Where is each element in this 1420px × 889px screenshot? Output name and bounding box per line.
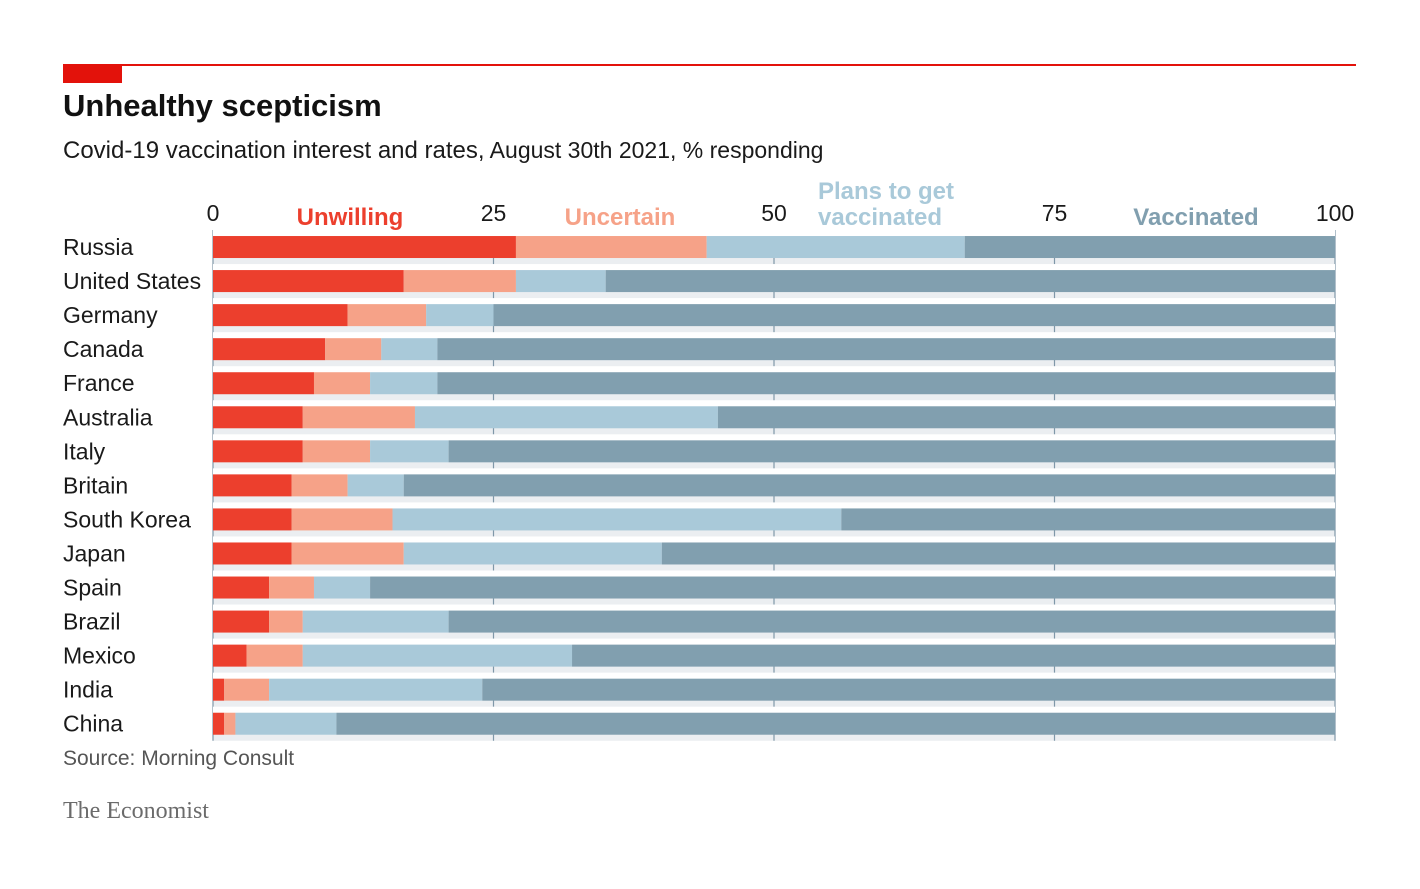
bar-china-vaccinated bbox=[336, 712, 1335, 735]
bar-united-states-plans bbox=[515, 270, 606, 293]
bar-india-uncertain bbox=[224, 678, 270, 701]
top-rule bbox=[63, 64, 1356, 66]
publisher-logo: The Economist bbox=[63, 798, 209, 824]
x-tick-label-50: 50 bbox=[761, 200, 787, 226]
x-tick-label-75: 75 bbox=[1042, 200, 1068, 226]
x-tick-label-100: 100 bbox=[1316, 200, 1354, 226]
bar-germany-plans bbox=[426, 304, 494, 327]
bar-spain-vaccinated bbox=[370, 576, 1336, 599]
bar-mexico-uncertain bbox=[246, 644, 303, 667]
bar-spain-unwilling bbox=[213, 576, 270, 599]
category-label-spain: Spain bbox=[63, 575, 122, 601]
bar-japan-uncertain bbox=[291, 542, 404, 565]
chart-title: Unhealthy scepticism bbox=[63, 88, 382, 123]
bar-italy-unwilling bbox=[213, 440, 303, 463]
bar-united-states-vaccinated bbox=[605, 270, 1335, 293]
bar-brazil-uncertain bbox=[269, 610, 303, 633]
bar-britain-vaccinated bbox=[403, 474, 1335, 497]
category-label-china: China bbox=[63, 711, 123, 737]
bar-japan-vaccinated bbox=[661, 542, 1335, 565]
bar-canada-unwilling bbox=[213, 338, 326, 361]
bar-russia-plans bbox=[706, 236, 965, 259]
category-label-canada: Canada bbox=[63, 336, 144, 362]
bar-brazil-unwilling bbox=[213, 610, 270, 633]
bar-canada-plans bbox=[381, 338, 438, 361]
bar-china-unwilling bbox=[213, 712, 225, 735]
bar-india-plans bbox=[269, 678, 483, 701]
bar-canada-vaccinated bbox=[437, 338, 1335, 361]
bar-russia-uncertain bbox=[515, 236, 707, 259]
bar-mexico-vaccinated bbox=[572, 644, 1335, 667]
bar-canada-uncertain bbox=[325, 338, 382, 361]
bar-australia-uncertain bbox=[302, 406, 415, 429]
bar-south-korea-uncertain bbox=[291, 508, 393, 531]
legend-label-unwilling: Unwilling bbox=[297, 204, 404, 231]
legend-label-plans-line2: vaccinated bbox=[818, 204, 942, 231]
category-label-britain: Britain bbox=[63, 472, 128, 498]
bar-france-vaccinated bbox=[437, 372, 1335, 395]
bar-australia-vaccinated bbox=[717, 406, 1335, 429]
category-label-france: France bbox=[63, 370, 135, 396]
bar-japan-unwilling bbox=[213, 542, 292, 565]
bar-mexico-unwilling bbox=[213, 644, 247, 667]
legend-label-vaccinated: Vaccinated bbox=[1133, 204, 1258, 231]
category-label-india: India bbox=[63, 677, 113, 703]
bar-russia-unwilling bbox=[213, 236, 516, 259]
bar-britain-unwilling bbox=[213, 474, 292, 497]
bar-south-korea-vaccinated bbox=[841, 508, 1335, 531]
bar-germany-uncertain bbox=[347, 304, 427, 327]
bar-south-korea-plans bbox=[392, 508, 842, 531]
chart-subtitle: Covid-19 vaccination interest and rates,… bbox=[63, 137, 823, 165]
category-label-south-korea: South Korea bbox=[63, 506, 191, 532]
bar-britain-uncertain bbox=[291, 474, 348, 497]
brand-tag-block bbox=[63, 64, 122, 83]
bar-mexico-plans bbox=[302, 644, 573, 667]
bar-india-vaccinated bbox=[482, 678, 1335, 701]
legend-label-plans-line1: Plans to get bbox=[818, 178, 954, 205]
source-note: Source: Morning Consult bbox=[63, 747, 295, 770]
bar-brazil-plans bbox=[302, 610, 449, 633]
bar-russia-vaccinated bbox=[964, 236, 1335, 259]
bar-france-unwilling bbox=[213, 372, 314, 395]
bar-australia-plans bbox=[414, 406, 718, 429]
category-label-united-states: United States bbox=[63, 268, 201, 294]
bar-france-plans bbox=[370, 372, 438, 395]
category-label-brazil: Brazil bbox=[63, 609, 121, 635]
category-label-japan: Japan bbox=[63, 540, 126, 566]
category-label-russia: Russia bbox=[63, 234, 134, 260]
bar-south-korea-unwilling bbox=[213, 508, 292, 531]
bar-china-uncertain bbox=[224, 712, 236, 735]
subtitle-main: Covid-19 vaccination interest and rates, bbox=[63, 137, 485, 164]
bar-france-uncertain bbox=[313, 372, 371, 395]
bar-australia-unwilling bbox=[213, 406, 303, 429]
category-label-mexico: Mexico bbox=[63, 643, 136, 669]
bar-brazil-vaccinated bbox=[448, 610, 1335, 633]
subtitle-detail: August 30th 2021, % responding bbox=[484, 137, 824, 163]
bar-spain-uncertain bbox=[269, 576, 314, 599]
bar-india-unwilling bbox=[213, 678, 225, 701]
category-label-italy: Italy bbox=[63, 438, 106, 464]
bar-japan-plans bbox=[403, 542, 662, 565]
bar-spain-plans bbox=[313, 576, 371, 599]
bar-italy-uncertain bbox=[302, 440, 371, 463]
bar-britain-plans bbox=[347, 474, 404, 497]
bar-germany-unwilling bbox=[213, 304, 348, 327]
x-tick-label-0: 0 bbox=[207, 200, 220, 226]
legend-label-uncertain: Uncertain bbox=[565, 204, 676, 231]
category-label-germany: Germany bbox=[63, 302, 158, 328]
bar-united-states-uncertain bbox=[403, 270, 516, 293]
category-label-australia: Australia bbox=[63, 404, 153, 430]
bar-china-plans bbox=[235, 712, 337, 735]
bar-germany-vaccinated bbox=[493, 304, 1335, 327]
bar-italy-vaccinated bbox=[448, 440, 1335, 463]
bar-united-states-unwilling bbox=[213, 270, 404, 293]
bar-italy-plans bbox=[370, 440, 449, 463]
x-tick-label-25: 25 bbox=[481, 200, 507, 226]
